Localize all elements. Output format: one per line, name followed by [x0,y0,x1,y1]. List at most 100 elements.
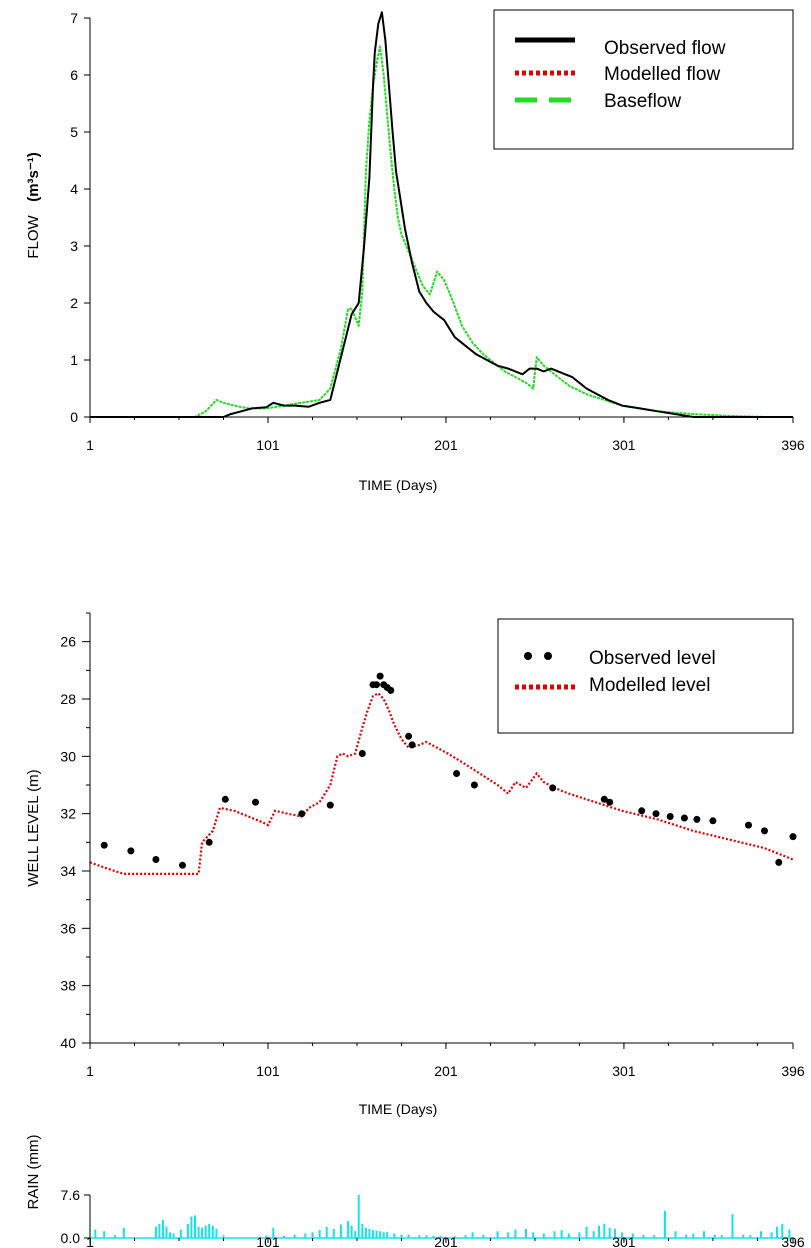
observed-level-point [376,672,384,680]
observed-level-point [453,770,461,777]
rain-bar [382,1232,385,1238]
observed-level-point [638,807,646,815]
rain-bar [94,1229,97,1238]
rain-bar [713,1234,716,1238]
rain-bar [788,1229,791,1238]
series-observed-flow [90,11,793,418]
rain-bar [368,1228,371,1238]
well-y-tick-label: 36 [60,920,76,936]
rain-x-tick-label: 101 [256,1234,280,1248]
rain-bar [514,1229,517,1238]
flow-y-axis-label: FLOW [25,214,42,258]
rain-bar [332,1228,335,1238]
legend-label-modelled-flow: Modelled flow [604,64,720,85]
observed-level-point [549,784,557,792]
flow-x-axis-label: TIME (Days) [359,477,438,493]
rain-bar [293,1234,296,1238]
rain-bar [393,1233,396,1238]
rain-bar [400,1234,403,1238]
observed-level-point [387,686,395,694]
observed-level-point [745,821,752,829]
well-y-tick-label: 30 [60,748,76,764]
flow-x-tick-label: 101 [256,437,280,453]
rain-bar [222,1235,225,1238]
rain-bar [350,1225,353,1238]
rain-bar [158,1223,161,1238]
rain-bar [122,1227,125,1238]
rain-bar [781,1223,784,1238]
observed-level-point [666,813,674,820]
rain-bar [631,1233,634,1238]
observed-level-point [680,814,688,822]
rain-bar [215,1228,218,1238]
observed-level-point [326,801,334,809]
rain-x-tick-label: 301 [612,1234,636,1248]
flow-x-tick-label: 1 [86,437,94,453]
rain-bar [685,1234,688,1238]
rain-bar [614,1228,616,1238]
flow-y-tick-label: 4 [70,181,78,197]
rain-bar [464,1235,467,1238]
rain-bar [578,1232,581,1238]
rain-bar [482,1234,485,1238]
rain-bar [692,1233,695,1238]
rain-bar [113,1235,116,1238]
rain-bar [703,1231,705,1238]
flow-y-tick-label: 5 [70,124,78,140]
rain-bar [542,1233,545,1238]
rain-bar [642,1234,645,1238]
observed-level-point [652,810,660,818]
well-x-tick-label: 396 [781,1063,805,1079]
rain-bar [179,1229,182,1238]
rain-bar [653,1235,656,1238]
well-y-tick-label: 34 [60,863,76,879]
observed-level-point [252,798,259,806]
rain-bar [283,1235,285,1238]
well-legend: Observed level Modelled level [497,618,794,734]
rain-bar [603,1223,606,1238]
rain-bar [372,1230,374,1238]
rain-bar [162,1219,164,1238]
well-x-tick-label: 301 [612,1063,636,1079]
flow-y-tick-label: 3 [70,238,78,254]
rain-x-tick-label: 1 [86,1234,94,1248]
legend-marker-observed-level-2 [544,652,552,660]
well-y-tick-label: 38 [60,978,76,994]
flow-y-axis-unit: (m³s⁻¹) [25,152,42,202]
flow-legend: Observed flow Modelled flow Baseflow [493,9,794,150]
observed-level-point [373,681,380,689]
rain-bar [172,1233,175,1238]
rain-bar [567,1233,570,1238]
flow-x-tick-label: 396 [781,437,805,453]
rain-bar [453,1236,456,1238]
rain-bar [204,1225,207,1238]
rain-bar [386,1231,389,1238]
rain-bar [525,1228,527,1238]
rain-bar [103,1231,106,1238]
well-y-tick-label: 32 [60,806,76,822]
rain-bar [560,1230,563,1238]
observed-level-point [358,750,366,757]
rain-bar [339,1224,342,1238]
rain-bar [190,1216,193,1238]
flow-y-tick-label: 0 [70,409,78,425]
rain-bar [749,1235,752,1238]
rain-bar [418,1235,421,1238]
legend-label-baseflow: Baseflow [604,91,681,112]
well-y-tick-label: 40 [60,1035,76,1051]
rain-x-tick-label: 396 [781,1234,805,1248]
rain-bar [186,1223,189,1238]
observed-level-point [298,810,306,818]
observed-level-point [408,741,416,749]
rain-bar [425,1235,428,1238]
rain-bar [760,1231,762,1238]
observed-level-point [221,795,229,803]
well-y-tick-label: 28 [60,691,76,707]
rain-y-axis-label: RAIN (mm) [25,1135,42,1210]
rain-bar [439,1235,442,1238]
observed-level-point [127,847,135,855]
well-x-tick-label: 1 [86,1063,94,1079]
observed-level-point [470,781,478,789]
